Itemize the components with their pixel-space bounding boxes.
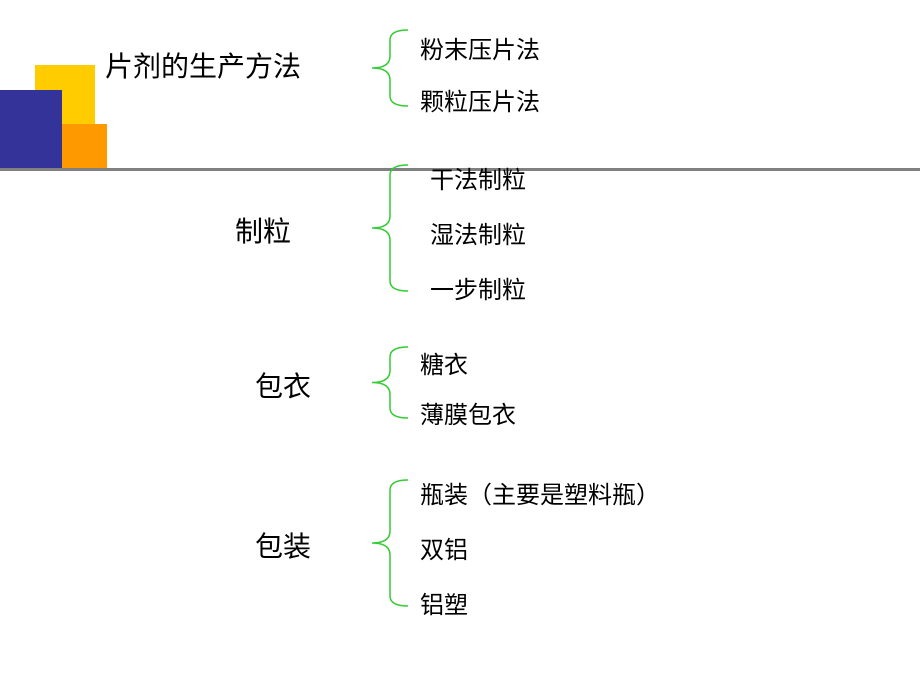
brace-icon bbox=[370, 163, 410, 293]
brace-icon bbox=[370, 28, 410, 108]
brace-icon bbox=[370, 345, 410, 420]
item-label: 铝塑 bbox=[420, 585, 468, 620]
item-label: 薄膜包衣 bbox=[420, 395, 516, 430]
decor-orange-square bbox=[62, 124, 107, 169]
item-label: 干法制粒 bbox=[430, 160, 526, 195]
category-label: 包衣 bbox=[255, 365, 311, 405]
item-label: 双铝 bbox=[420, 530, 468, 565]
item-label: 糖衣 bbox=[420, 345, 468, 380]
item-label: 瓶装（主要是塑料瓶） bbox=[420, 475, 660, 510]
category-label: 片剂的生产方法 bbox=[105, 45, 301, 85]
item-label: 颗粒压片法 bbox=[420, 82, 540, 117]
category-label: 制粒 bbox=[235, 210, 291, 250]
item-label: 粉末压片法 bbox=[420, 30, 540, 65]
decor-blue-rect bbox=[0, 90, 62, 170]
category-label: 包装 bbox=[255, 525, 311, 565]
item-label: 湿法制粒 bbox=[430, 215, 526, 250]
item-label: 一步制粒 bbox=[430, 270, 526, 305]
brace-icon bbox=[370, 478, 410, 608]
